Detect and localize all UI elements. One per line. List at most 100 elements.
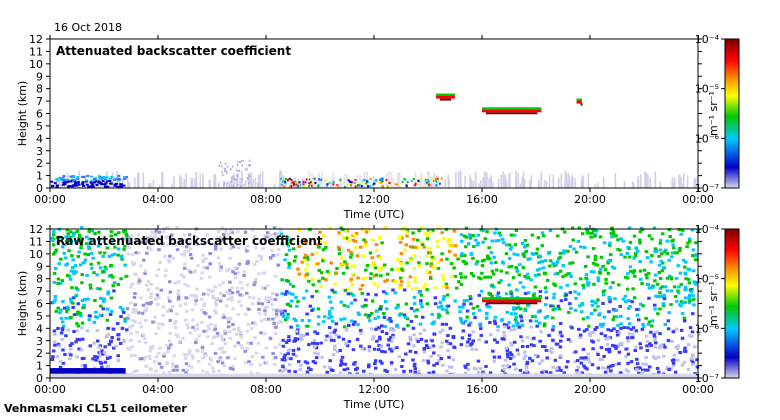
noise-cell <box>56 342 61 346</box>
noise-cell <box>624 368 629 372</box>
bl-streak <box>695 177 697 188</box>
noise-cell <box>69 269 74 273</box>
noise-cell <box>329 261 333 265</box>
surface-cell <box>414 184 417 187</box>
noise-cell <box>396 268 400 272</box>
noise-cell <box>396 325 401 329</box>
noise-cell <box>130 261 135 265</box>
noise-cell <box>441 363 445 367</box>
noise-cell <box>490 239 494 243</box>
noise-cell <box>105 246 110 250</box>
noise-cell <box>631 271 635 275</box>
noise-cell <box>201 350 205 354</box>
noise-cell <box>183 250 187 254</box>
noise-cell <box>514 315 518 319</box>
aerosol-cell <box>85 183 89 186</box>
noise-cell <box>123 263 127 267</box>
noise-cell <box>82 356 86 360</box>
noise-cell <box>577 327 581 331</box>
noise-cell <box>86 297 90 301</box>
noise-cell <box>623 275 628 279</box>
noise-cell <box>106 364 110 368</box>
noise-cell <box>106 290 111 294</box>
noise-cell <box>514 266 519 270</box>
noise-cell <box>619 322 623 326</box>
noise-cell <box>80 273 84 277</box>
noise-cell <box>601 290 606 294</box>
y-tick-label: 6 <box>36 108 43 121</box>
noise-cell <box>239 335 244 339</box>
noise-cell <box>528 356 532 360</box>
noise-cell <box>377 326 381 330</box>
noise-cell <box>429 345 433 349</box>
noise-cell <box>524 365 529 369</box>
noise-cell <box>92 271 96 275</box>
noise-cell <box>448 342 453 346</box>
noise-cell <box>137 280 141 284</box>
surface-cell <box>379 177 382 180</box>
x-tick-label: 20:00 <box>574 383 606 396</box>
noise-cell <box>334 271 339 275</box>
noise-cell <box>65 228 70 232</box>
noise-cell <box>525 360 530 364</box>
noise-cell <box>533 273 538 277</box>
bl-streak <box>111 172 114 188</box>
noise-cell <box>638 230 643 234</box>
noise-cell <box>660 252 664 256</box>
noise-cell <box>148 349 152 353</box>
noise-cell <box>96 244 101 248</box>
noise-cell <box>297 360 301 364</box>
bl-streak <box>497 178 500 188</box>
noise-cell <box>217 235 221 239</box>
noise-cell <box>644 250 649 254</box>
noise-cell <box>445 257 449 261</box>
noise-cell <box>261 355 265 359</box>
noise-cell <box>173 325 178 329</box>
noise-cell <box>494 260 498 264</box>
noise-cell <box>520 339 525 343</box>
noise-cell <box>221 313 226 317</box>
noise-cell <box>65 309 69 313</box>
noise-cell <box>693 372 697 376</box>
surface-cell <box>354 185 357 188</box>
plume-cell <box>245 180 247 183</box>
noise-cell <box>338 349 343 353</box>
plume-cell <box>218 164 221 167</box>
noise-cell <box>260 302 265 306</box>
noise-cell <box>607 350 612 354</box>
noise-cell <box>340 256 344 260</box>
noise-cell <box>282 315 286 319</box>
noise-cell <box>337 335 341 339</box>
aerosol-cell <box>70 185 74 188</box>
noise-cell <box>69 239 74 243</box>
noise-cell <box>52 349 56 353</box>
noise-cell <box>354 245 358 249</box>
noise-cell <box>354 231 359 235</box>
bl-streak <box>158 184 161 188</box>
noise-cell <box>51 233 56 237</box>
noise-cell <box>116 359 121 363</box>
noise-cell <box>182 352 187 356</box>
noise-cell <box>401 358 405 362</box>
noise-cell <box>413 280 417 284</box>
noise-cell <box>360 347 365 351</box>
noise-cell <box>466 368 471 372</box>
noise-cell <box>351 238 355 242</box>
noise-cell <box>458 310 462 314</box>
noise-cell <box>608 300 612 304</box>
noise-cell <box>239 304 244 308</box>
noise-cell <box>341 228 345 232</box>
noise-cell <box>451 334 455 338</box>
noise-cell <box>349 292 353 296</box>
noise-cell <box>502 334 507 338</box>
noise-cell <box>644 356 648 360</box>
noise-cell <box>497 355 502 359</box>
bl-streak <box>581 175 583 188</box>
bl-streak <box>458 170 460 188</box>
bl-streak <box>282 179 285 188</box>
noise-cell <box>187 268 191 272</box>
noise-cell <box>95 329 100 333</box>
noise-cell <box>629 269 633 273</box>
noise-cell <box>512 252 517 256</box>
aerosol-cell <box>108 179 112 182</box>
